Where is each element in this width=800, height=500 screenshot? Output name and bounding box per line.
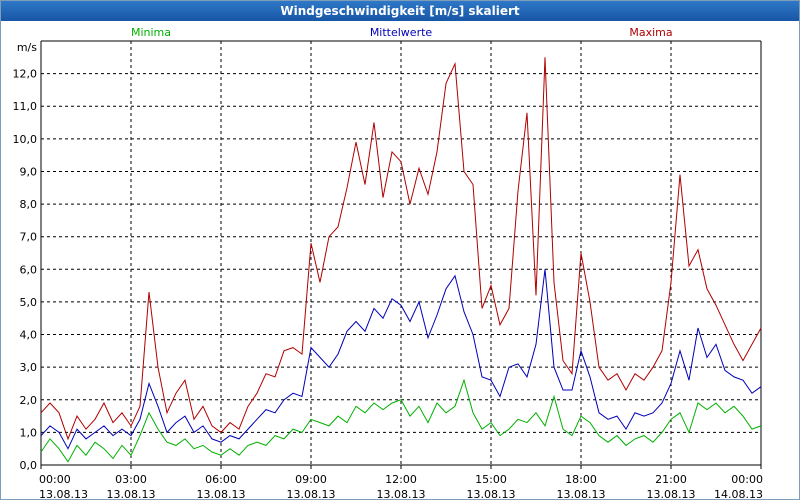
x-tick-date: 14.08.13: [714, 488, 763, 499]
x-tick-time: 03:00: [115, 473, 147, 486]
x-tick-time: 09:00: [295, 473, 327, 486]
x-tick-date: 13.08.13: [467, 488, 516, 499]
x-tick-date: 13.08.13: [287, 488, 336, 499]
x-tick-time: 12:00: [385, 473, 417, 486]
y-tick-label: 2,0: [20, 394, 38, 407]
x-tick-time: 15:00: [475, 473, 507, 486]
y-tick-label: 9,0: [20, 165, 38, 178]
x-tick-date: 13.08.13: [197, 488, 246, 499]
x-tick-date: 13.08.13: [647, 488, 696, 499]
legend-minima: Minima: [131, 26, 171, 39]
y-tick-label: 6,0: [20, 263, 38, 276]
x-tick-date: 13.08.13: [377, 488, 426, 499]
y-tick-label: 11,0: [13, 100, 38, 113]
grid: [41, 41, 761, 465]
x-tick-time: 00:00: [39, 473, 71, 486]
axes: 0,0 1,0 2,0 3,0 4,0 5,0 6,0 7,0 8,0 9,0 10,0 11,0 12…: [13, 40, 763, 499]
legend-mittelwerte: Mittelwerte: [370, 26, 433, 39]
series-line-minima: [40, 378, 762, 463]
legend: Minima Mittelwerte Maxima: [131, 26, 673, 39]
x-tick-date: 13.08.13: [557, 488, 606, 499]
series-line-mittelwerte: [40, 269, 762, 450]
y-tick-label: 8,0: [20, 198, 38, 211]
y-tick-label: 5,0: [20, 296, 38, 309]
x-tick-date: 13.08.13: [107, 488, 156, 499]
y-tick-label: 1,0: [20, 426, 38, 439]
chart: 0,0 1,0 2,0 3,0 4,0 5,0 6,0 7,0 8,0 9,0 10,0 11,0 12…: [13, 26, 764, 499]
x-tick-date: 13.08.13: [39, 488, 88, 499]
series-line-maxima: [40, 57, 762, 441]
series: [40, 57, 762, 463]
y-tick-label: 0,0: [20, 459, 38, 472]
y-tick-label: 10,0: [13, 133, 38, 146]
y-axis-label: m/s: [17, 41, 37, 54]
x-tick-time: 06:00: [205, 473, 237, 486]
window-title: Windgeschwindigkeit [m/s] skaliert: [1, 1, 799, 21]
legend-maxima: Maxima: [629, 26, 672, 39]
y-tick-label: 7,0: [20, 231, 38, 244]
x-tick-time: 00:00: [731, 473, 763, 486]
y-tick-label: 4,0: [20, 329, 38, 342]
x-tick-time: 18:00: [565, 473, 597, 486]
y-tick-label: 3,0: [20, 361, 38, 374]
x-tick-time: 21:00: [655, 473, 687, 486]
y-tick-label: 12,0: [13, 68, 38, 81]
